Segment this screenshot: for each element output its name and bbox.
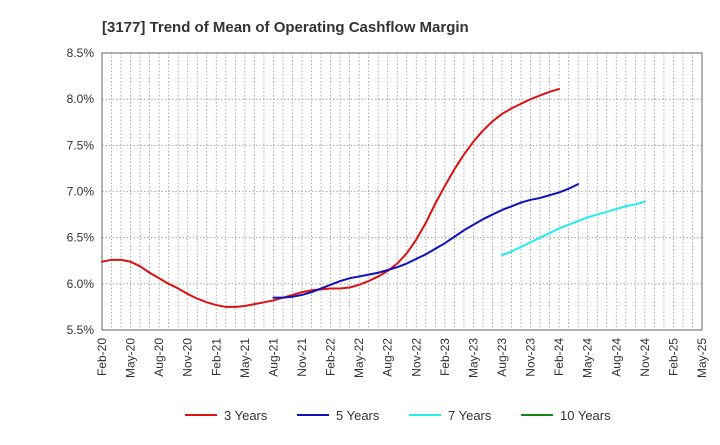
x-tick-label: Aug-24 xyxy=(609,338,623,377)
y-tick-label: 7.0% xyxy=(67,185,95,199)
x-tick-label: Nov-24 xyxy=(638,338,652,377)
y-tick-label: 8.5% xyxy=(67,46,95,60)
x-tick-label: May-25 xyxy=(695,338,709,378)
legend-label-10-years: 10 Years xyxy=(560,408,611,423)
legend: 3 Years 5 Years 7 Years 10 Years xyxy=(185,408,611,423)
x-tick-label: Aug-22 xyxy=(381,338,395,377)
x-tick-label: Feb-23 xyxy=(438,338,452,376)
legend-label-7-years: 7 Years xyxy=(448,408,492,423)
x-tick-label: May-22 xyxy=(352,338,366,378)
x-tick-label: Aug-21 xyxy=(266,338,280,377)
grid-lines xyxy=(101,52,703,331)
series-line-3-years xyxy=(101,88,561,308)
legend-label-3-years: 3 Years xyxy=(224,408,268,423)
series-line-5-years xyxy=(272,183,580,299)
x-tick-label: May-21 xyxy=(238,338,252,378)
series-line-7-years xyxy=(501,200,646,257)
x-tick-label: Nov-20 xyxy=(181,338,195,377)
x-tick-label: Nov-22 xyxy=(409,338,423,377)
y-tick-label: 5.5% xyxy=(67,323,95,337)
x-tick-label: Feb-21 xyxy=(209,338,223,376)
x-tick-label: Aug-23 xyxy=(495,338,509,377)
x-tick-label: May-24 xyxy=(581,338,595,378)
x-axis-tick-labels: Feb-20 May-20 Aug-20 Nov-20 Feb-21 May-21 Aug-… xyxy=(95,338,709,378)
plot-area-border xyxy=(101,52,703,331)
y-axis-tick-labels: 5.5% 6.0% 6.5% 7.0% 7.5% 8.0% 8.5% xyxy=(67,46,95,337)
x-tick-label: Feb-25 xyxy=(666,338,680,376)
x-tick-label: Feb-24 xyxy=(552,338,566,376)
axes xyxy=(101,52,703,331)
y-tick-label: 8.0% xyxy=(67,92,95,106)
legend-label-5-years: 5 Years xyxy=(336,408,380,423)
series-lines xyxy=(101,88,646,308)
x-tick-label: Feb-20 xyxy=(95,338,109,376)
x-tick-label: Nov-23 xyxy=(524,338,538,377)
x-tick-label: May-23 xyxy=(466,338,480,378)
chart-title: [3177] Trend of Mean of Operating Cashfl… xyxy=(102,19,469,36)
x-tick-label: Feb-22 xyxy=(324,338,338,376)
x-tick-label: Aug-20 xyxy=(152,338,166,377)
y-tick-label: 6.0% xyxy=(67,277,95,291)
x-tick-label: Nov-21 xyxy=(295,338,309,377)
x-tick-label: May-20 xyxy=(124,338,138,378)
y-tick-label: 7.5% xyxy=(67,138,95,152)
y-tick-label: 6.5% xyxy=(67,231,95,245)
